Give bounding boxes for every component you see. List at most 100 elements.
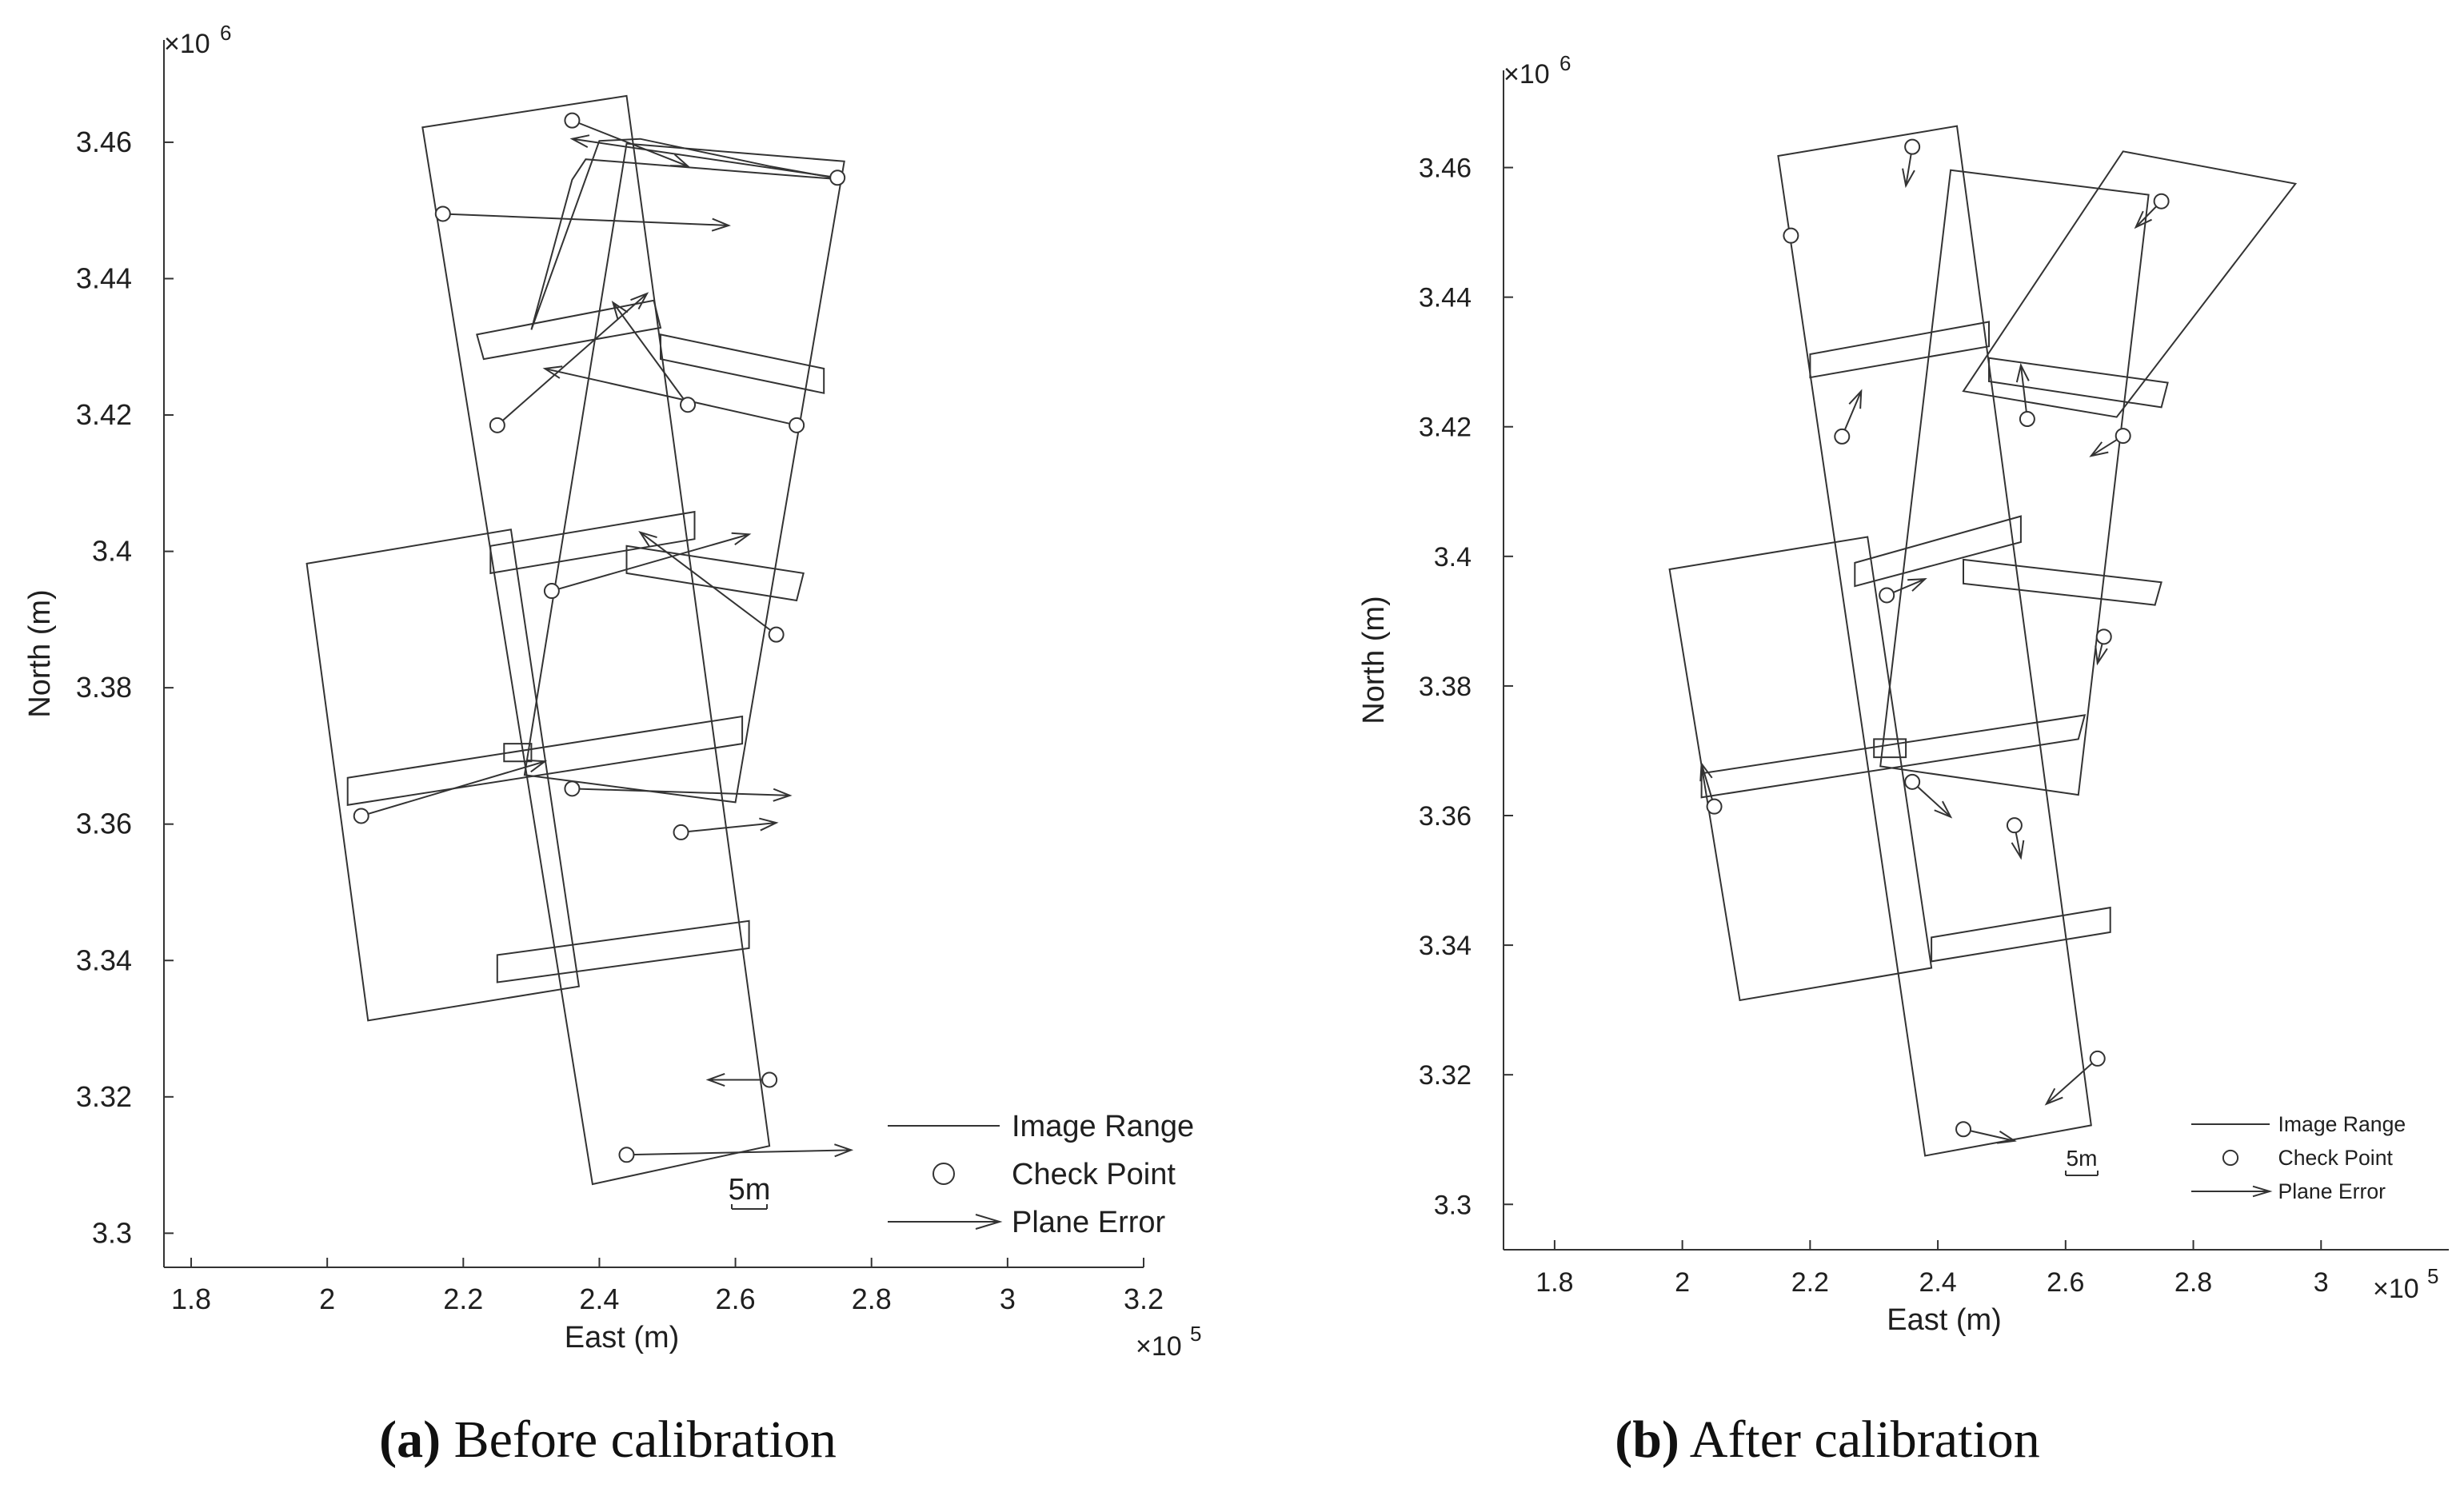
image-range	[476, 299, 662, 361]
plane-error-arrowhead	[773, 788, 793, 802]
x-tick-label: 2.8	[2174, 1267, 2212, 1298]
x-exponent-power: 5	[1190, 1322, 1201, 1346]
x-tick-label: 1.8	[1536, 1267, 1573, 1298]
check-point	[673, 824, 689, 840]
legend-check-point-swatch	[2222, 1149, 2239, 1167]
plane-error-arrowhead	[711, 217, 731, 232]
x-tick-label: 3.2	[1124, 1283, 1164, 1315]
plane-error-arrowhead	[1996, 1131, 2017, 1144]
check-point	[489, 417, 505, 433]
check-point	[789, 417, 805, 433]
panel-caption: (a) Before calibration	[379, 1410, 837, 1469]
y-tick-label: 3.32	[76, 1080, 132, 1113]
plane-error-arrow	[2019, 365, 2028, 420]
y-tick-label: 3.36	[76, 808, 132, 840]
legend-image-range-label: Image Range	[2278, 1112, 2406, 1136]
y-tick-label: 3.42	[1419, 413, 1472, 443]
image-range	[503, 743, 533, 763]
check-point	[2115, 428, 2131, 445]
image-range	[421, 94, 771, 1186]
y-tick-label: 3.38	[1419, 672, 1472, 702]
y-tick-label: 3.4	[92, 535, 132, 568]
plane-error-arrow	[1841, 390, 1863, 437]
y-tick-label: 3.32	[1419, 1060, 1472, 1091]
x-exponent-label: ×10	[2373, 1274, 2419, 1304]
image-range	[1963, 558, 2162, 606]
plane-error-arrowhead	[2015, 362, 2030, 383]
y-tick-label: 3.34	[1419, 931, 1472, 961]
panel-caption-letter: (a)	[379, 1410, 441, 1469]
check-point	[1955, 1121, 1972, 1138]
plane-error-arrowhead	[611, 300, 629, 320]
y-exponent-power: 6	[220, 21, 231, 45]
check-point	[1904, 773, 1921, 790]
image-range	[625, 545, 805, 602]
legend-check-point-label: Check Point	[1012, 1158, 1176, 1191]
x-tick-label: 2	[319, 1283, 335, 1315]
check-point	[1879, 587, 1895, 604]
plane-error-arrowhead	[759, 817, 779, 832]
plane-error-arrowhead	[2134, 210, 2152, 229]
plane-error-arrowhead	[2089, 441, 2109, 457]
check-point	[1904, 138, 1921, 155]
image-range	[1854, 515, 2022, 588]
plane-error-arrow	[442, 213, 729, 226]
plane-error-arrow	[2046, 1058, 2099, 1105]
plane-error-arrowhead	[705, 1073, 725, 1087]
image-range	[523, 142, 845, 804]
legend: Image Range Check Point Plane Error	[888, 1110, 1194, 1239]
y-tick-label: 3.3	[1434, 1190, 1472, 1220]
check-point	[543, 583, 560, 600]
legend-plane-error-label: Plane Error	[1012, 1206, 1166, 1239]
image-range	[1931, 906, 2111, 963]
legend-check-point-swatch	[932, 1163, 955, 1185]
plane-error-arrow	[612, 301, 689, 405]
check-point	[353, 808, 369, 824]
x-exponent-label: ×10	[1136, 1331, 1182, 1362]
panel-caption-text: After calibration	[1679, 1410, 2040, 1469]
x-tick-label: 3	[2314, 1267, 2329, 1298]
plane-error-arrowhead	[569, 134, 590, 148]
y-exponent-power: 6	[1559, 51, 1571, 75]
check-point	[434, 205, 451, 222]
plane-error-arrowhead	[2011, 840, 2025, 860]
plane-error-arrowhead	[834, 1143, 854, 1158]
image-range	[496, 920, 750, 983]
check-point	[2019, 411, 2035, 428]
plane-error-arrowhead	[1699, 761, 1713, 782]
plane-error-arrowhead	[527, 759, 548, 773]
y-tick-label: 3.44	[76, 261, 132, 294]
image-range	[1700, 714, 2087, 799]
legend-plane-error-arrowhead	[2252, 1185, 2273, 1198]
plane-error-arrow	[572, 119, 689, 167]
check-point	[618, 1147, 635, 1163]
plane-error-arrow	[681, 821, 777, 833]
check-point	[1706, 798, 1723, 815]
plane-error-arrowhead	[731, 532, 752, 546]
plane-error-arrowhead	[542, 365, 563, 379]
plane-error-arrowhead	[2095, 645, 2108, 666]
plane-error-arrow	[545, 368, 797, 426]
panel-caption-letter: (b)	[1615, 1410, 1679, 1469]
image-range	[1879, 169, 2150, 796]
plane-error-arrowhead	[2044, 1087, 2063, 1106]
x-tick-label: 2.2	[1791, 1267, 1829, 1298]
x-tick-label: 3	[1000, 1283, 1016, 1315]
legend-check-point-label: Check Point	[2278, 1146, 2394, 1170]
y-tick-label: 3.4	[1434, 542, 1472, 572]
image-range	[1668, 536, 1933, 1002]
plane-error-arrow	[551, 533, 749, 592]
scale-bar-label: 5m	[729, 1173, 771, 1207]
image-range	[346, 715, 744, 806]
check-point	[564, 112, 581, 129]
plane-error-arrow	[572, 788, 790, 796]
plane-error-arrow	[572, 138, 838, 179]
chart-panel-1: 1.8 2 2.2 2.4 2.6 2.8 3 3.3 3.32 3.34 3.36 3.38 3.4 3…	[1357, 51, 2449, 1469]
x-tick-label: 2.6	[716, 1283, 756, 1315]
legend-plane-error-arrowhead	[975, 1214, 1003, 1230]
check-point	[1783, 227, 1799, 244]
check-point	[761, 1071, 778, 1088]
check-point	[2095, 628, 2112, 645]
image-range	[306, 529, 581, 1022]
